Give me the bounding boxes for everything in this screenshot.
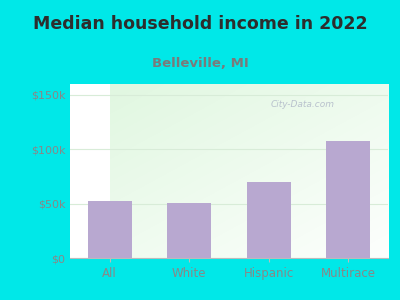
Text: Median household income in 2022: Median household income in 2022 [33,15,367,33]
Bar [167,202,211,258]
Text: City-Data.com: City-Data.com [270,100,334,109]
Bar [326,140,370,258]
Text: Belleville, MI: Belleville, MI [152,57,248,70]
Bar [247,182,291,258]
Bar [88,202,132,258]
